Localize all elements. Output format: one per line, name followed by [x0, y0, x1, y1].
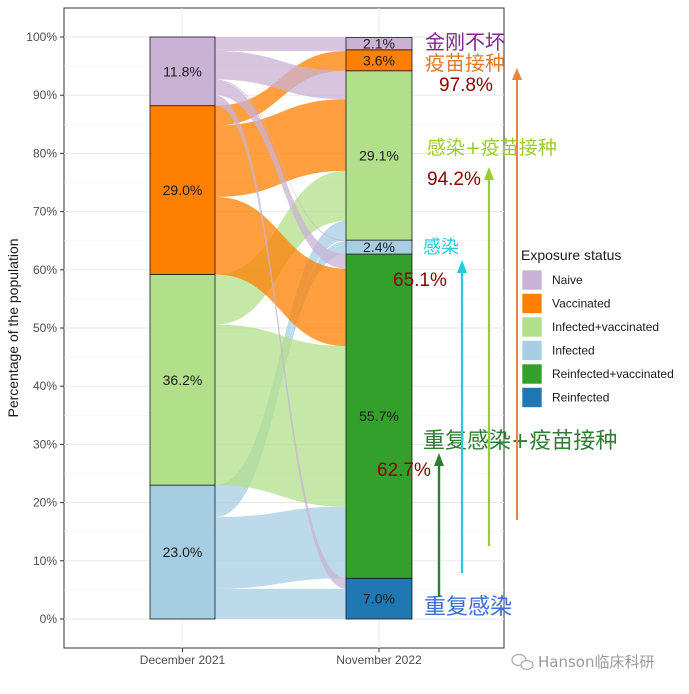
- segment-label: 2.1%: [363, 36, 395, 52]
- legend-item-label: Reinfected: [552, 391, 609, 405]
- annotation-naive-text: 金刚不坏: [425, 30, 505, 54]
- x-tick-label: November 2022: [336, 653, 422, 667]
- flow-band: [215, 80, 346, 269]
- y-tick-label: 10%: [33, 554, 57, 568]
- bar-segment: [345, 253, 413, 579]
- segment-label: 3.6%: [363, 52, 395, 68]
- annotation-infvac-pct: 94.2%: [427, 169, 481, 190]
- segment-label: 7.0%: [363, 591, 395, 607]
- segment-label: 23.0%: [163, 544, 203, 560]
- flow-band: [215, 324, 346, 507]
- wechat-icon: [511, 653, 534, 671]
- flows: [215, 37, 346, 619]
- legend-item-label: Infected: [552, 344, 595, 358]
- flow-band: [215, 506, 346, 589]
- bar-segment: [149, 484, 216, 620]
- flow-band: [215, 99, 346, 198]
- bar-segment: [345, 577, 413, 620]
- arrow-reinfvac: [434, 453, 444, 597]
- bar-segment: [149, 105, 216, 275]
- flow-band: [215, 37, 346, 50]
- legend-swatch: [521, 316, 543, 338]
- bar-segment: [345, 70, 413, 241]
- annotation-vaccinated-text: 疫苗接种: [425, 51, 505, 75]
- arrow-vaccinated: [512, 68, 522, 520]
- segment-label: 55.7%: [359, 408, 399, 424]
- y-tick-label: 30%: [33, 437, 57, 451]
- segment-label: 29.1%: [359, 147, 399, 163]
- legend-swatch: [521, 269, 543, 291]
- legend-title: Exposure status: [521, 247, 621, 263]
- y-tick-label: 90%: [33, 88, 57, 102]
- flow-band: [215, 50, 346, 100]
- y-tick-label: 60%: [33, 263, 57, 277]
- annotation-infected-text: 感染: [423, 237, 459, 258]
- legend-swatch: [521, 340, 543, 361]
- y-tick-label: 100%: [26, 30, 57, 44]
- y-tick-label: 20%: [33, 496, 57, 510]
- arrow-infected: [457, 260, 467, 573]
- annotation-infected-pct: 65.1%: [393, 270, 447, 291]
- x-tick-label: December 2021: [140, 653, 226, 667]
- y-tick-label: 80%: [33, 146, 57, 160]
- bar-segment: [149, 36, 216, 107]
- legend-swatch: [521, 363, 543, 385]
- legend-item-label: Vaccinated: [552, 297, 610, 311]
- legend-item-label: Infected+vaccinated: [552, 320, 659, 334]
- annotation-reinf-text: 重复感染: [424, 595, 512, 620]
- segment-label: 36.2%: [163, 372, 203, 388]
- bar-segment: [149, 274, 216, 486]
- legend-swatch: [521, 293, 543, 314]
- bar-segment: [345, 37, 413, 51]
- legend: Exposure status Naive Vaccinated Infected+…: [521, 247, 674, 408]
- segment-label: 11.8%: [163, 63, 202, 79]
- y-tick-label: 0%: [40, 612, 58, 626]
- flow-band: [215, 79, 346, 242]
- annotation-reinfvac-text: 重复感染+疫苗接种: [423, 429, 617, 454]
- y-axis-label: Percentage of the population: [5, 238, 21, 417]
- annotations: 金刚不坏 疫苗接种 97.8% 感染+疫苗接种 94.2% 感染 65.1% 重…: [377, 30, 617, 620]
- segment-label: 29.0%: [163, 182, 203, 198]
- watermark: Hanson临床科研: [511, 653, 654, 671]
- segment-label: 2.4%: [363, 239, 395, 255]
- x-axis-ticks: December 2021 November 2022: [140, 648, 422, 667]
- y-tick-label: 70%: [33, 205, 57, 219]
- flow-band: [215, 49, 346, 51]
- annotation-reinfvac-pct: 62.7%: [377, 460, 431, 481]
- y-tick-label: 50%: [33, 321, 57, 335]
- legend-swatch: [521, 387, 543, 408]
- y-tick-label: 40%: [33, 379, 57, 393]
- legend-item-label: Reinfected+vaccinated: [552, 367, 674, 381]
- y-axis-ticks: 0% 10% 20% 30% 40% 50% 60% 70% 80% 90% 100%: [26, 30, 64, 626]
- stacked-bars: 23.0% 36.2% 29.0% 11.8% 7.0% 55.7% 2.4% 29.1% 3.…: [149, 36, 413, 620]
- flow-band: [215, 588, 346, 619]
- watermark-text: Hanson临床科研: [538, 653, 654, 671]
- legend-item-label: Naive: [552, 273, 583, 287]
- annotation-infvac-text: 感染+疫苗接种: [427, 137, 557, 159]
- arrow-infvac: [484, 167, 494, 546]
- flow-band: [215, 197, 346, 347]
- annotation-vaccinated-pct: 97.8%: [439, 75, 493, 96]
- flow-band: [215, 95, 346, 589]
